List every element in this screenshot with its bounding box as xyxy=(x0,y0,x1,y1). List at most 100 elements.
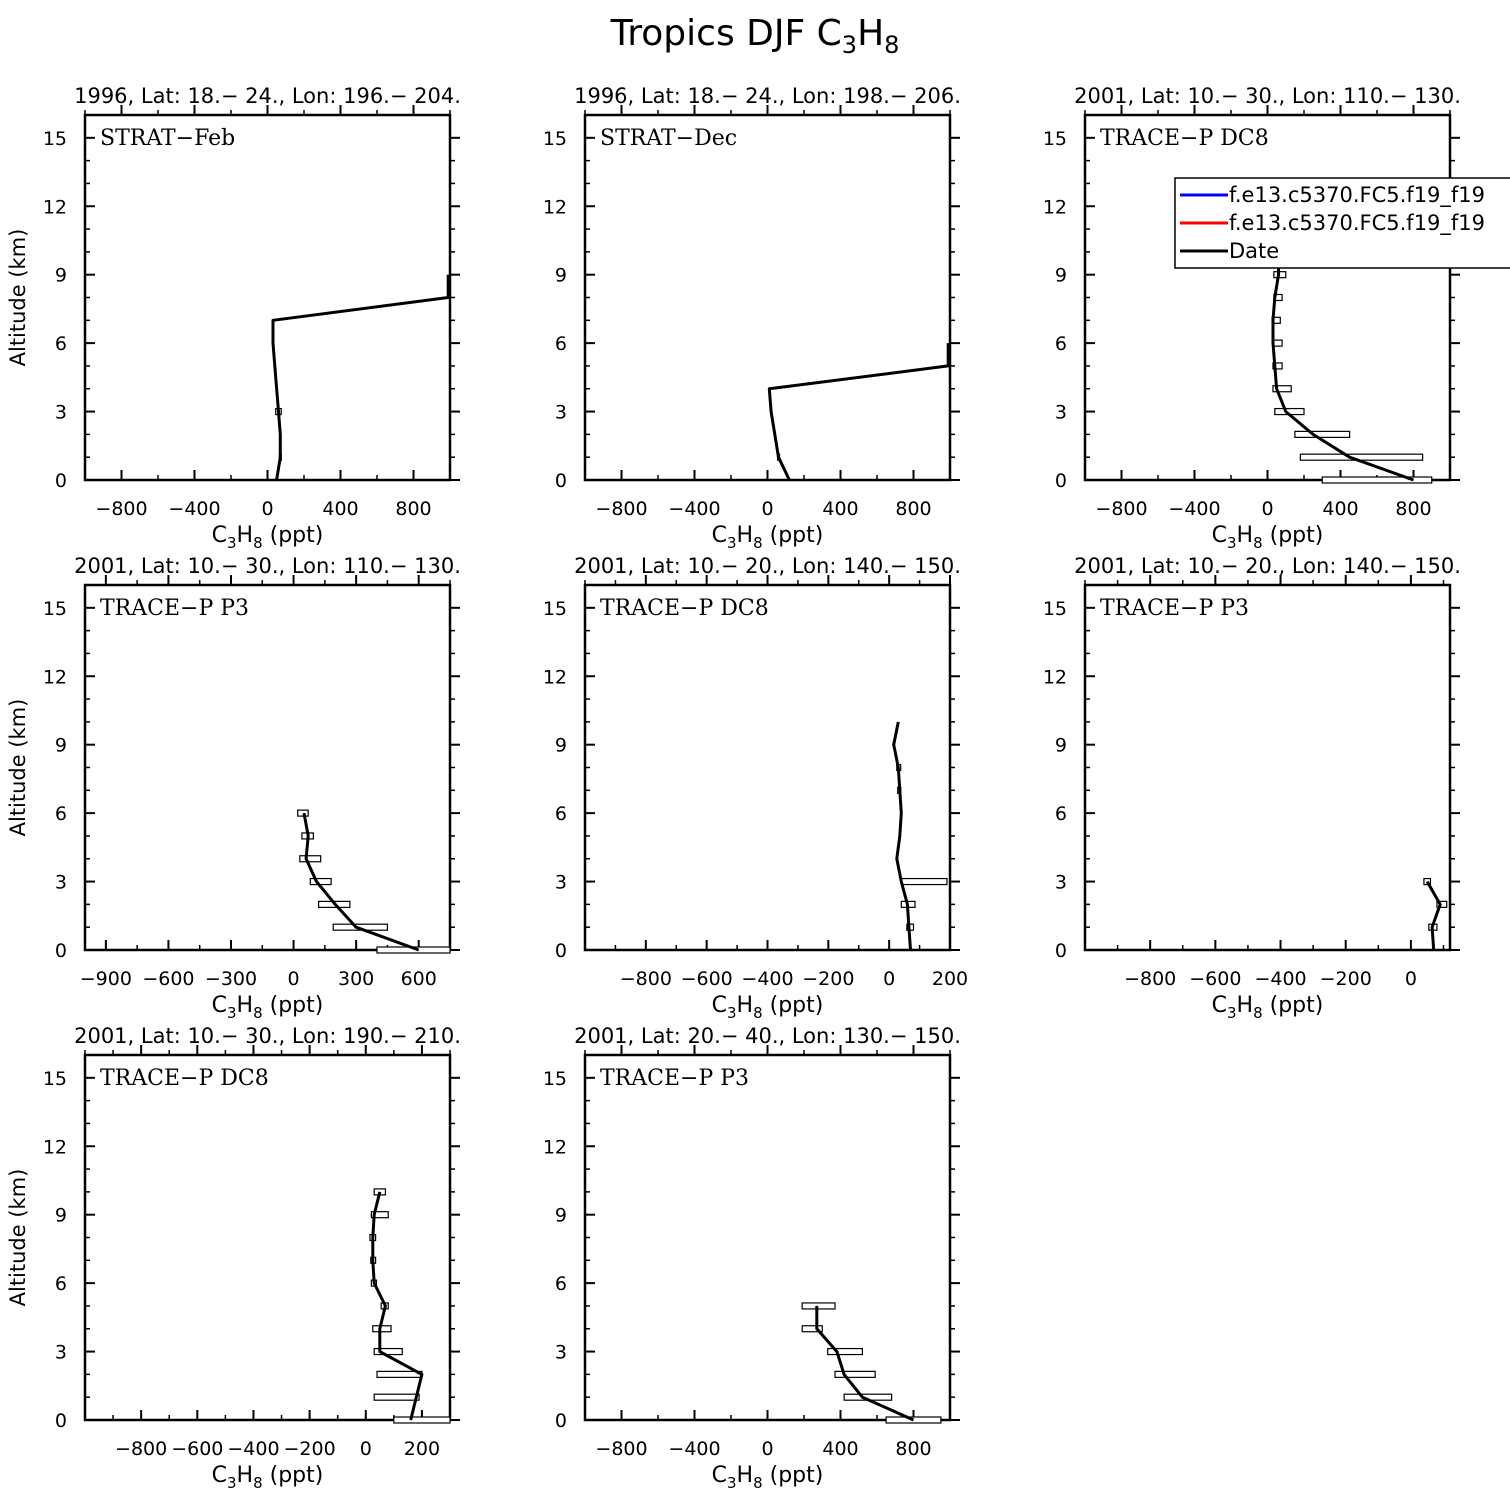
x-tick-label: 600 xyxy=(401,968,437,990)
y-tick-label: 3 xyxy=(555,872,567,894)
legend-label: Date xyxy=(1229,239,1279,263)
x-tick-label: 200 xyxy=(404,1438,440,1460)
x-tick-label: −800 xyxy=(595,1438,647,1460)
campaign-label: TRACE−P DC8 xyxy=(100,1066,269,1091)
profile-line xyxy=(767,343,950,481)
plot-frame xyxy=(1083,583,1452,952)
y-tick-label: 3 xyxy=(55,872,67,894)
y-tick-label: 12 xyxy=(1043,196,1067,218)
x-tick-label: 0 xyxy=(1261,498,1273,520)
panel-title: 2001, Lat: 10.− 30., Lon: 190.− 210. xyxy=(74,1024,461,1048)
y-tick-label: 6 xyxy=(555,333,567,355)
x-axis-label: C3H8 (ppt) xyxy=(712,1463,824,1492)
panel-4: 2001, Lat: 10.− 30., Lon: 110.− 130. TRAC… xyxy=(6,554,461,1022)
panel-title: 2001, Lat: 10.− 20., Lon: 140.− 150. xyxy=(574,554,961,578)
y-tick-label: 15 xyxy=(1043,128,1067,150)
x-tick-label: −400 xyxy=(668,1438,720,1460)
y-tick-label: 6 xyxy=(55,803,67,825)
y-tick-label: 15 xyxy=(543,128,567,150)
obs-range-box xyxy=(372,1325,392,1333)
panels: 1996, Lat: 18.− 24., Lon: 196.− 204. STRA… xyxy=(6,84,1510,1492)
x-tick-label: −800 xyxy=(595,498,647,520)
plot-frame xyxy=(583,113,952,482)
obs-range-box xyxy=(1272,362,1283,370)
y-tick-label: 9 xyxy=(55,1205,67,1227)
profile-line xyxy=(892,721,912,951)
x-tick-label: 200 xyxy=(932,968,968,990)
plot-frame xyxy=(583,1053,952,1422)
y-tick-label: 12 xyxy=(543,196,567,218)
y-tick-label: 15 xyxy=(1043,598,1067,620)
y-tick-label: 15 xyxy=(43,598,67,620)
obs-range-box xyxy=(1272,385,1292,393)
plot-frame xyxy=(83,1053,452,1422)
profile-line xyxy=(371,1191,424,1421)
x-tick-label: −600 xyxy=(681,968,733,990)
y-tick-label: 0 xyxy=(55,1410,67,1432)
y-tick-label: 9 xyxy=(555,735,567,757)
x-axis-label: C3H8 (ppt) xyxy=(212,1463,324,1492)
campaign-label: TRACE−P DC8 xyxy=(600,596,769,621)
x-tick-label: −400 xyxy=(1254,968,1306,990)
x-tick-label: −800 xyxy=(115,1438,167,1460)
x-tick-label: 400 xyxy=(822,498,858,520)
plot-frame xyxy=(83,113,452,482)
obs-range-box xyxy=(1299,453,1424,461)
x-tick-label: 0 xyxy=(261,498,273,520)
x-axis-label: C3H8 (ppt) xyxy=(712,523,824,552)
obs-range-box xyxy=(309,877,332,886)
x-axis-label: C3H8 (ppt) xyxy=(212,993,324,1022)
obs-range-box xyxy=(801,1302,836,1310)
legend-label: f.e13.c5370.FC5.f19_f19 xyxy=(1229,183,1485,208)
obs-range-box xyxy=(393,1416,451,1424)
x-tick-label: −800 xyxy=(1095,498,1147,520)
x-tick-label: −600 xyxy=(142,968,194,990)
obs-range-box xyxy=(1436,900,1448,908)
panel-title: 1996, Lat: 18.− 24., Lon: 198.− 206. xyxy=(574,84,961,108)
obs-range-box xyxy=(900,877,948,886)
legend: f.e13.c5370.FC5.f19_f19 f.e13.c5370.FC5.f… xyxy=(1174,177,1510,269)
y-axis-label: Altitude (km) xyxy=(6,699,30,837)
x-tick-label: −200 xyxy=(802,968,854,990)
campaign-label: STRAT−Feb xyxy=(100,126,235,151)
panel-2: 1996, Lat: 18.− 24., Lon: 198.− 206. STRA… xyxy=(543,84,961,552)
y-tick-label: 3 xyxy=(55,1342,67,1364)
y-tick-label: 3 xyxy=(55,402,67,424)
legend-box xyxy=(1174,177,1510,269)
x-tick-label: 300 xyxy=(338,968,374,990)
y-tick-label: 3 xyxy=(555,402,567,424)
y-tick-label: 0 xyxy=(1055,470,1067,492)
panel-8: 2001, Lat: 20.− 40., Lon: 130.− 150. TRAC… xyxy=(543,1024,961,1492)
y-tick-label: 6 xyxy=(1055,333,1067,355)
y-tick-label: 12 xyxy=(43,196,67,218)
y-tick-label: 12 xyxy=(543,1136,567,1158)
panel-7: 2001, Lat: 10.− 30., Lon: 190.− 210. TRAC… xyxy=(6,1024,461,1492)
panel-6: 2001, Lat: 10.− 20., Lon: 140.− 150. TRAC… xyxy=(1043,554,1461,1022)
panel-title: 2001, Lat: 10.− 30., Lon: 110.− 130. xyxy=(1074,84,1461,108)
panel-title: 2001, Lat: 10.− 30., Lon: 110.− 130. xyxy=(74,554,461,578)
y-tick-label: 15 xyxy=(543,598,567,620)
campaign-label: TRACE−P P3 xyxy=(600,1066,749,1091)
x-tick-label: −300 xyxy=(205,968,257,990)
panel-1: 1996, Lat: 18.− 24., Lon: 196.− 204. STRA… xyxy=(6,84,461,552)
y-tick-label: 9 xyxy=(1055,265,1067,287)
y-tick-label: 6 xyxy=(555,1273,567,1295)
x-tick-label: 0 xyxy=(761,1438,773,1460)
x-tick-label: 800 xyxy=(395,498,431,520)
y-tick-label: 0 xyxy=(55,470,67,492)
plot-frame xyxy=(583,583,952,952)
plot-frame xyxy=(1083,113,1452,482)
x-tick-label: −800 xyxy=(95,498,147,520)
legend-label: f.e13.c5370.FC5.f19_f19 xyxy=(1229,211,1485,236)
y-tick-label: 12 xyxy=(543,666,567,688)
x-tick-label: −800 xyxy=(1124,968,1176,990)
figure-title: Tropics DJF C3H8 xyxy=(610,13,900,59)
x-tick-label: −600 xyxy=(171,1438,223,1460)
y-tick-label: 0 xyxy=(1055,940,1067,962)
x-axis-label: C3H8 (ppt) xyxy=(212,523,324,552)
profile-line xyxy=(1425,880,1442,951)
y-tick-label: 0 xyxy=(555,470,567,492)
plot-frame xyxy=(83,583,452,952)
x-tick-label: −400 xyxy=(741,968,793,990)
y-tick-label: 15 xyxy=(43,128,67,150)
